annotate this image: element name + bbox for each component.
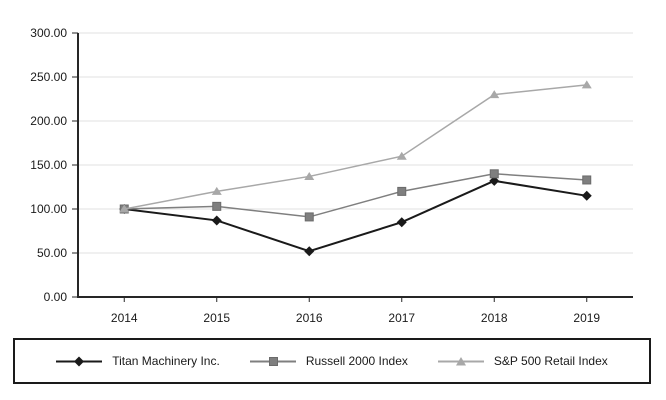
y-tick-label: 150.00 bbox=[30, 158, 67, 172]
square-marker-icon bbox=[249, 356, 296, 366]
data-point-titan-machinery-inc bbox=[489, 175, 500, 186]
data-point-titan-machinery-inc bbox=[304, 246, 315, 257]
data-point-titan-machinery-inc bbox=[211, 215, 222, 226]
triangle-marker-icon bbox=[437, 356, 484, 365]
x-tick-label: 2015 bbox=[203, 311, 230, 325]
legend: Titan Machinery Inc. Russell 2000 Index … bbox=[13, 338, 651, 384]
y-tick-label: 200.00 bbox=[30, 114, 67, 128]
legend-item-russell-2000: Russell 2000 Index bbox=[249, 354, 408, 368]
data-point-russell-2000-index bbox=[397, 186, 407, 196]
legend-item-sp500-retail: S&P 500 Retail Index bbox=[437, 354, 608, 368]
data-point-s-p-500-retail-index bbox=[304, 171, 315, 180]
data-point-s-p-500-retail-index bbox=[581, 80, 592, 89]
y-tick-label: 250.00 bbox=[30, 70, 67, 84]
series-line-russell-2000-index bbox=[124, 173, 587, 218]
data-point-s-p-500-retail-index bbox=[396, 151, 407, 160]
data-point-s-p-500-retail-index bbox=[211, 186, 222, 195]
legend-label-titan-machinery: Titan Machinery Inc. bbox=[112, 354, 220, 368]
series-line-s-p-500-retail-index bbox=[124, 84, 587, 210]
x-tick-label: 2017 bbox=[388, 311, 415, 325]
data-point-russell-2000-index bbox=[489, 169, 499, 179]
x-tick-label: 2018 bbox=[481, 311, 508, 325]
data-point-russell-2000-index bbox=[212, 201, 222, 211]
y-tick-label: 0.00 bbox=[44, 290, 68, 304]
series-line-titan-machinery-inc bbox=[124, 179, 587, 253]
legend-label-russell-2000: Russell 2000 Index bbox=[305, 354, 408, 368]
y-tick-label: 300.00 bbox=[30, 26, 67, 40]
legend-item-titan-machinery: Titan Machinery Inc. bbox=[56, 354, 220, 368]
x-tick-label: 2014 bbox=[111, 311, 138, 325]
x-tick-label: 2019 bbox=[573, 311, 600, 325]
data-point-titan-machinery-inc bbox=[396, 217, 407, 228]
x-tick-label: 2016 bbox=[296, 311, 323, 325]
data-point-s-p-500-retail-index bbox=[119, 204, 130, 213]
legend-label-sp500-retail: S&P 500 Retail Index bbox=[493, 354, 608, 368]
y-tick-label: 50.00 bbox=[37, 246, 67, 260]
diamond-marker-icon bbox=[56, 356, 103, 366]
data-point-russell-2000-index bbox=[304, 212, 314, 222]
performance-line-chart: 0.00 50.00 100.00 150.00 200.00 250.00 300.00 2… bbox=[30, 26, 633, 325]
data-point-russell-2000-index bbox=[582, 175, 592, 185]
data-point-s-p-500-retail-index bbox=[489, 90, 500, 99]
y-tick-label: 100.00 bbox=[30, 202, 67, 216]
data-point-titan-machinery-inc bbox=[581, 190, 592, 201]
